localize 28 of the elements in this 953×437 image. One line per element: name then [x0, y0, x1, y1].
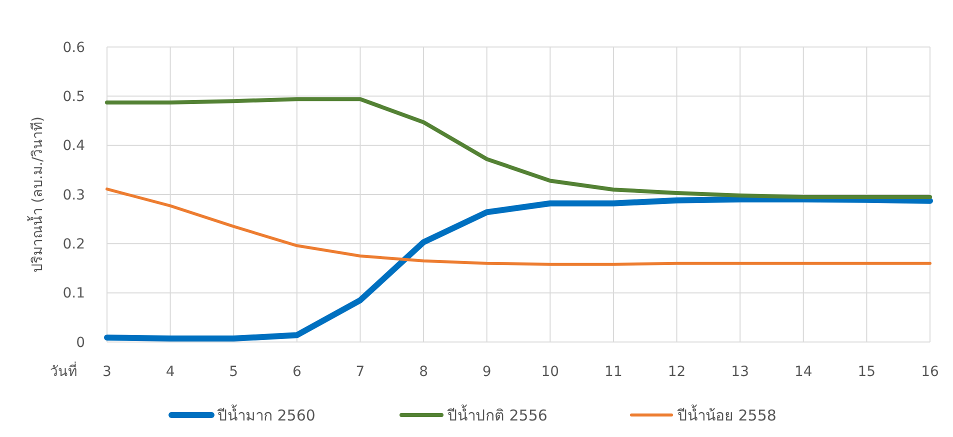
x-tick-label: 12 — [668, 364, 686, 380]
y-tick-label: 0.6 — [62, 40, 86, 56]
x-tick-label: 9 — [482, 364, 492, 380]
y-tick-label: 0 — [76, 334, 85, 351]
x-tick-label: 6 — [292, 364, 302, 380]
line-series — [106, 188, 932, 266]
x-tick-label: 10 — [541, 364, 560, 380]
y-tick-label: 0.2 — [62, 236, 85, 253]
x-tick-label: 15 — [858, 364, 876, 380]
y-tick-label: 0.1 — [62, 286, 85, 302]
x-tick-label: 13 — [731, 364, 749, 380]
x-tick-label: 5 — [229, 364, 238, 380]
line-series — [105, 97, 932, 199]
x-tick-label: 4 — [166, 364, 175, 380]
y-axis-title: ปริมาณน้ำ (ลบ.ม./วินาที) — [27, 116, 46, 272]
x-axis-title: วันที่ — [50, 362, 77, 380]
legend-label: ปีน้ำมาก 2560 — [216, 404, 316, 424]
legend-label: ปีน้ำน้อย 2558 — [676, 404, 776, 424]
x-tick-label: 16 — [921, 364, 939, 380]
x-tick-label: 14 — [794, 364, 812, 380]
x-tick-label: 7 — [356, 364, 365, 380]
y-tick-label: 0.4 — [62, 138, 86, 154]
y-tick-label: 0.5 — [62, 89, 85, 106]
x-tick-label: 3 — [102, 364, 112, 380]
legend-label: ปีน้ำปกติ 2556 — [446, 404, 548, 424]
x-tick-label: 11 — [604, 364, 622, 380]
y-tick-label: 0.3 — [62, 187, 85, 204]
x-tick-label: 8 — [419, 364, 428, 380]
